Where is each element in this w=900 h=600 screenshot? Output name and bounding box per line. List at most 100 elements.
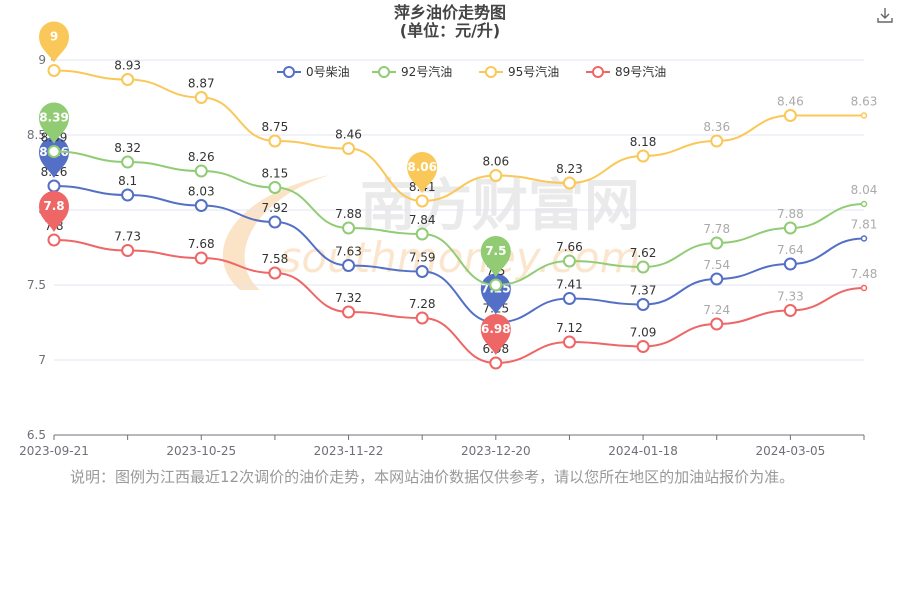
watermark-latin: southmoney.com xyxy=(280,233,641,282)
y-tick-label: 7.5 xyxy=(27,278,46,292)
legend-symbol xyxy=(592,66,604,78)
data-point xyxy=(47,233,61,247)
legend: 0号柴油 92号汽油 95号汽油 89号汽油 xyxy=(277,64,666,79)
chart-note: 说明：图例为江西最近12次调价的油价走势，本网站油价数据仅供参考，请以您所在地区… xyxy=(70,468,795,486)
legend-label: 95号汽油 xyxy=(508,64,559,79)
data-point xyxy=(710,236,724,250)
data-point xyxy=(489,169,503,182)
data-label: 7.92 xyxy=(262,201,289,215)
data-label: 7.88 xyxy=(777,207,804,221)
pin-shape xyxy=(480,236,511,277)
data-label: 8.87 xyxy=(188,77,215,91)
data-point xyxy=(710,272,724,286)
legend-item-3[interactable]: 89号汽油 xyxy=(586,64,666,79)
legend-item-1[interactable]: 92号汽油 xyxy=(372,64,452,79)
x-tick-label: 2023-11-22 xyxy=(314,444,384,458)
data-label: 7.66 xyxy=(556,240,583,254)
data-label: 7.48 xyxy=(851,267,878,281)
data-point xyxy=(47,64,61,77)
watermark-swoosh xyxy=(222,175,330,290)
pin-label: 7.5 xyxy=(485,244,506,258)
y-tick-label: 6.5 xyxy=(27,428,46,442)
legend-symbol xyxy=(485,66,497,78)
data-label: 8.04 xyxy=(851,183,878,197)
data-point xyxy=(268,134,282,148)
data-point xyxy=(562,292,576,305)
data-point xyxy=(860,235,868,242)
watermark-text: 南方财富网 xyxy=(360,174,640,239)
data-label: 8.36 xyxy=(703,120,730,134)
data-point xyxy=(121,188,135,202)
data-label: 7.41 xyxy=(556,278,583,292)
data-label: 8.63 xyxy=(851,95,878,109)
data-label: 8.1 xyxy=(118,174,137,188)
data-label: 7.28 xyxy=(409,297,436,311)
data-label: 7.59 xyxy=(409,251,436,265)
data-label: 7.09 xyxy=(630,326,657,340)
data-point xyxy=(415,194,429,208)
max-marker: 9 xyxy=(39,21,69,63)
x-tick-label: 2023-09-21 xyxy=(19,444,89,458)
y-tick-label: 9 xyxy=(38,53,46,67)
pin-shape xyxy=(39,191,69,232)
data-point xyxy=(783,221,797,235)
data-label: 8.03 xyxy=(188,185,215,199)
data-label: 8.32 xyxy=(114,141,141,155)
data-label: 7.64 xyxy=(777,243,804,257)
data-label: 7.78 xyxy=(703,222,730,236)
data-point xyxy=(121,73,135,86)
data-label: 7.58 xyxy=(262,252,289,266)
data-point xyxy=(636,149,650,163)
pin-label: 8.39 xyxy=(39,111,69,125)
data-label: 8.23 xyxy=(556,162,583,176)
data-point xyxy=(268,266,282,280)
download-icon[interactable] xyxy=(876,6,894,24)
pin-label: 9 xyxy=(50,30,58,44)
series-1: 8.39 8.32 8.26 8.15 7.88 7.84 7.5 7.66 7.62 7.78 7… xyxy=(39,102,878,292)
data-label: 8.75 xyxy=(262,120,289,134)
pin-label: 8.06 xyxy=(407,160,437,174)
data-point xyxy=(415,265,429,278)
data-point xyxy=(342,221,356,235)
data-point xyxy=(562,335,576,349)
y-tick-label: 7 xyxy=(38,353,46,367)
chart-subtitle: (单位：元/升) xyxy=(399,21,501,40)
series-3: 7.8 7.73 7.68 7.58 7.32 7.28 6.98 7.12 7.09 7.24 7… xyxy=(39,191,878,370)
data-point xyxy=(783,304,797,317)
max-marker: 8.39 xyxy=(39,102,69,144)
data-point xyxy=(636,298,650,311)
data-point xyxy=(415,311,429,325)
data-point xyxy=(268,215,282,229)
data-label: 8.26 xyxy=(188,150,215,164)
chart-title: 萍乡油价走势图 xyxy=(393,3,506,22)
data-point xyxy=(860,200,868,208)
min-marker: 7.5 xyxy=(480,236,511,277)
data-point xyxy=(121,244,135,257)
data-point xyxy=(342,259,356,272)
y-tick-label: 8.5 xyxy=(27,128,46,142)
legend-label: 0号柴油 xyxy=(306,65,350,79)
data-label: 8.46 xyxy=(335,128,362,142)
data-label: 7.12 xyxy=(556,321,583,335)
data-label: 7.88 xyxy=(335,207,362,221)
legend-label: 92号汽油 xyxy=(401,64,452,79)
legend-symbol xyxy=(283,66,295,78)
data-point xyxy=(710,317,724,331)
data-label: 7.84 xyxy=(409,213,436,227)
data-point xyxy=(710,134,724,148)
data-label: 7.54 xyxy=(703,258,730,272)
data-point xyxy=(342,305,356,319)
data-label: 7.32 xyxy=(335,291,362,305)
min-marker: 8.06 xyxy=(407,152,438,193)
data-label: 7.63 xyxy=(335,245,362,259)
legend-item-2[interactable]: 95号汽油 xyxy=(479,64,559,79)
data-label: 7.37 xyxy=(630,284,657,298)
data-label: 8.06 xyxy=(482,155,509,169)
data-label: 8.46 xyxy=(777,95,804,109)
data-label: 7.73 xyxy=(114,230,141,244)
legend-item-0[interactable]: 0号柴油 xyxy=(277,65,350,79)
data-point xyxy=(194,164,208,178)
data-point xyxy=(636,340,650,353)
